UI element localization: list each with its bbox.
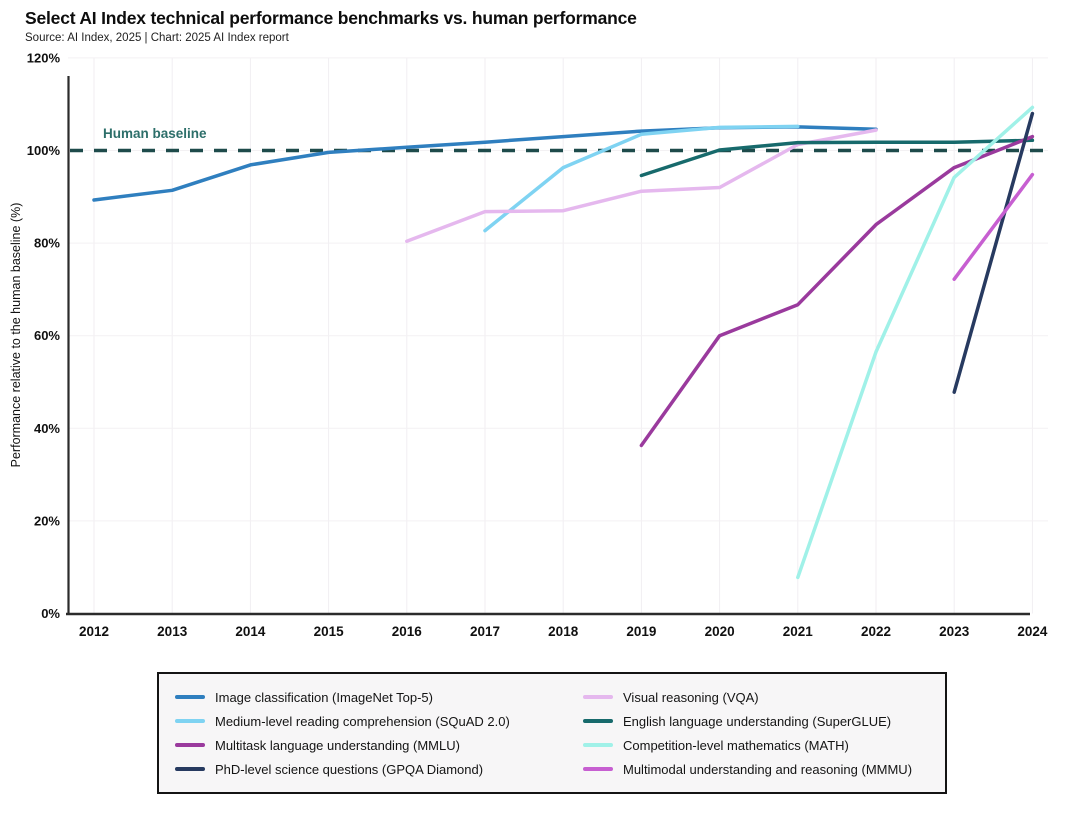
- svg-text:2013: 2013: [157, 624, 188, 639]
- legend-color-swatch: [583, 767, 613, 771]
- svg-text:2015: 2015: [314, 624, 345, 639]
- legend-color-swatch: [175, 743, 205, 747]
- svg-text:80%: 80%: [34, 236, 60, 251]
- legend-color-swatch: [583, 695, 613, 699]
- legend-label: Competition-level mathematics (MATH): [623, 737, 849, 753]
- svg-text:100%: 100%: [27, 143, 61, 158]
- legend-color-swatch: [175, 695, 205, 699]
- legend-label: English language understanding (SuperGLU…: [623, 713, 892, 729]
- series-line-2: [639, 134, 1035, 448]
- svg-text:120%: 120%: [27, 50, 61, 65]
- svg-text:2022: 2022: [861, 624, 891, 639]
- legend-item: Multimodal understanding and reasoning (…: [583, 762, 931, 777]
- page-title: Select AI Index technical performance be…: [25, 8, 637, 28]
- svg-text:40%: 40%: [34, 421, 60, 436]
- svg-text:2019: 2019: [626, 624, 656, 639]
- svg-text:2012: 2012: [79, 624, 109, 639]
- legend-item: English language understanding (SuperGLU…: [583, 714, 931, 729]
- legend-label: Medium-level reading comprehension (SQuA…: [215, 713, 510, 729]
- series-line-6: [796, 105, 1035, 580]
- legend-label: Multimodal understanding and reasoning (…: [623, 761, 913, 777]
- series-line-3: [952, 111, 1035, 394]
- series-line-5: [639, 138, 1035, 178]
- legend-item: Competition-level mathematics (MATH): [583, 738, 931, 753]
- svg-text:20%: 20%: [34, 513, 60, 528]
- svg-text:2024: 2024: [1017, 624, 1048, 639]
- svg-text:2018: 2018: [548, 624, 579, 639]
- series-line-4: [405, 128, 878, 243]
- svg-text:2014: 2014: [235, 624, 266, 639]
- legend: Image classification (ImageNet Top-5) Med…: [157, 672, 947, 794]
- legend-label: Visual reasoning (VQA): [623, 689, 759, 705]
- svg-text:2020: 2020: [705, 624, 735, 639]
- legend-color-swatch: [175, 719, 205, 723]
- svg-text:0%: 0%: [41, 606, 60, 621]
- legend-item: PhD-level science questions (GPQA Diamon…: [175, 762, 583, 777]
- legend-color-swatch: [175, 767, 205, 771]
- legend-label: Multitask language understanding (MMLU): [215, 737, 460, 753]
- y-axis-title: Performance relative to the human baseli…: [9, 203, 23, 468]
- svg-text:60%: 60%: [34, 328, 60, 343]
- svg-text:2016: 2016: [392, 624, 423, 639]
- legend-item: Visual reasoning (VQA): [583, 690, 931, 705]
- legend-item: Medium-level reading comprehension (SQuA…: [175, 714, 583, 729]
- svg-text:2023: 2023: [939, 624, 970, 639]
- legend-label: Image classification (ImageNet Top-5): [215, 689, 433, 705]
- human-baseline-label: Human baseline: [103, 126, 207, 141]
- legend-color-swatch: [583, 743, 613, 747]
- line-chart: Human baseline 0% 20% 40% 60% 80% 100% 120% 2012…: [9, 50, 1048, 639]
- legend-item: Image classification (ImageNet Top-5): [175, 690, 583, 705]
- svg-text:2017: 2017: [470, 624, 500, 639]
- axes: [66, 76, 1030, 616]
- series-line-1: [483, 124, 800, 233]
- tick-labels: 0% 20% 40% 60% 80% 100% 120% 2012 2013 2014 2015 20…: [27, 50, 1048, 639]
- legend-item: Multitask language understanding (MMLU): [175, 738, 583, 753]
- legend-color-swatch: [583, 719, 613, 723]
- legend-label: PhD-level science questions (GPQA Diamon…: [215, 761, 484, 777]
- svg-text:2021: 2021: [783, 624, 814, 639]
- series-line-7: [952, 172, 1035, 281]
- chart-source-caption: Source: AI Index, 2025 | Chart: 2025 AI …: [25, 32, 289, 44]
